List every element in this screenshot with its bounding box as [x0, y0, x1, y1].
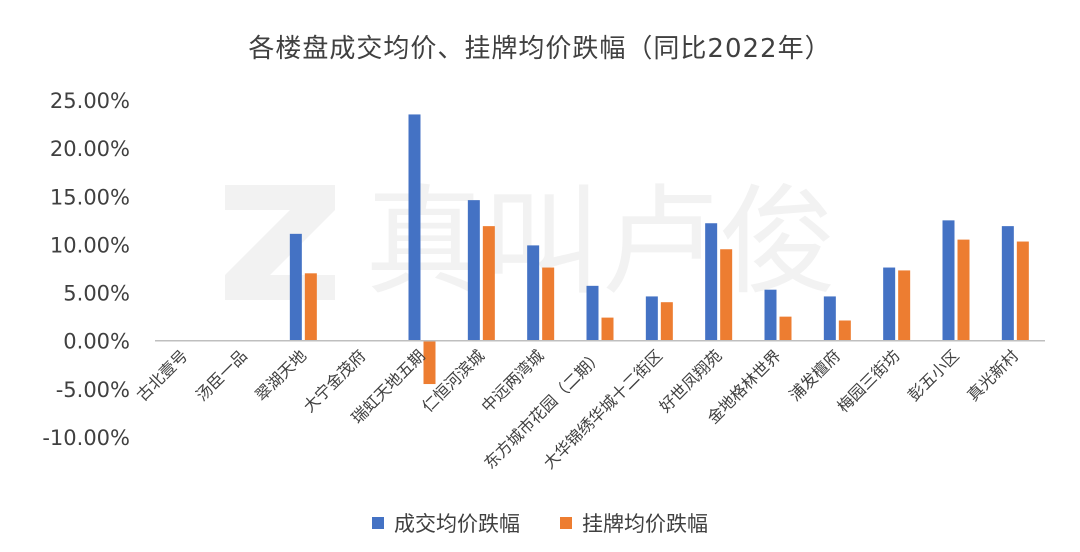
bar-series2: [838, 320, 851, 341]
bar-series2: [660, 302, 673, 341]
x-axis-labels: 古北壹号 汤臣一品 翠湖天地大宁金茂府瑞虹天地五期仁恒河滨城中远两湾城东方城市花园（…: [133, 346, 1022, 473]
legend-swatch: [372, 517, 384, 529]
bar-series1: [942, 220, 955, 341]
y-tick-label: 20.00%: [50, 137, 130, 161]
legend-item-series1: 成交均价跌幅: [372, 508, 520, 538]
y-tick-label: 10.00%: [50, 233, 130, 257]
x-tick-label: 翠湖天地: [251, 346, 310, 405]
bar-series2: [542, 267, 555, 341]
y-tick-label: -5.00%: [56, 378, 130, 402]
legend-label: 挂牌均价跌幅: [582, 512, 708, 536]
y-tick-label: 0.00%: [63, 330, 130, 354]
y-tick-label: 25.00%: [50, 89, 130, 113]
chart-title: 各楼盘成交均价、挂牌均价跌幅（同比2022年）: [248, 34, 832, 64]
legend-swatch: [560, 517, 572, 529]
bars: [289, 114, 1029, 385]
x-tick-label: 真光新村: [963, 346, 1022, 405]
bar-series2: [957, 239, 970, 341]
bar-series2: [304, 273, 317, 341]
bar-series1: [823, 296, 836, 341]
bar-series1: [289, 233, 302, 341]
bar-series1: [645, 296, 658, 341]
bar-series1: [1001, 226, 1014, 341]
watermark-text: 真叫卢俊: [365, 173, 837, 305]
bar-series2: [1016, 241, 1029, 341]
y-axis-labels: 25.00% 20.00% 15.00% 10.00% 5.00% 0.00% -5.00%…: [42, 89, 130, 450]
bar-series2: [601, 317, 614, 341]
y-tick-label: 5.00%: [63, 282, 130, 306]
bar-series1: [586, 285, 599, 341]
bar-series1: [527, 245, 540, 341]
bar-series2: [482, 226, 495, 341]
bar-series2: [779, 316, 792, 341]
bar-series1: [764, 289, 777, 341]
bar-series2: [423, 340, 436, 385]
bar-series1: [705, 223, 718, 341]
watermark-logo-mark: [225, 185, 335, 300]
x-tick-label: 彭五小区: [904, 346, 963, 405]
y-tick-label: -10.00%: [42, 426, 130, 450]
x-tick-label: 浦发檀府: [785, 346, 844, 405]
legend-item-series2: 挂牌均价跌幅: [560, 508, 708, 538]
y-tick-label: 15.00%: [50, 185, 130, 209]
bar-series1: [408, 114, 421, 341]
legend-label: 成交均价跌幅: [394, 512, 520, 536]
x-tick-label: 汤臣一品: [192, 346, 251, 405]
bar-series1: [467, 200, 480, 341]
x-tick-label: 东方城市花园（二期）: [480, 346, 607, 473]
bar-series2: [720, 249, 733, 341]
bar-series1: [883, 267, 896, 341]
legend: 成交均价跌幅 挂牌均价跌幅: [0, 508, 1080, 538]
x-tick-label: 梅园三街坊: [833, 346, 903, 416]
x-tick-label: 大华锦绣华城十二街区: [540, 346, 667, 473]
x-tick-label: 古北壹号: [133, 346, 192, 405]
bar-series2: [898, 270, 911, 341]
watermark: 真叫卢俊: [225, 173, 837, 305]
